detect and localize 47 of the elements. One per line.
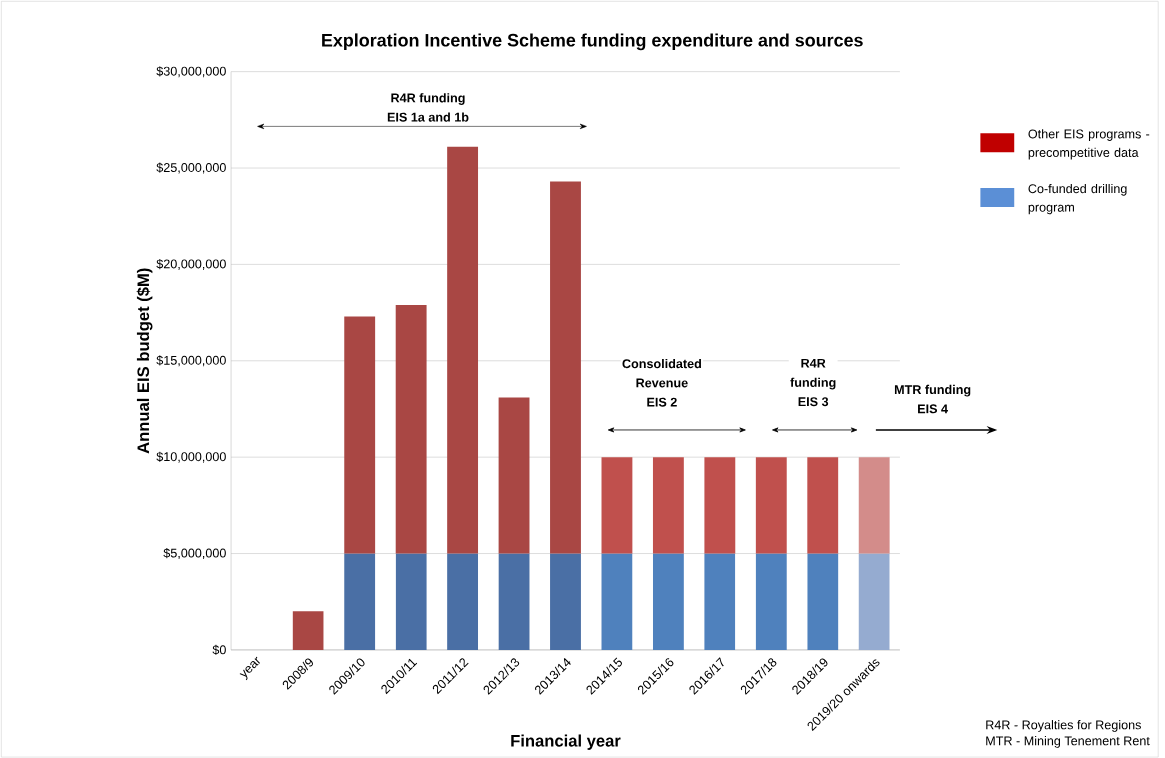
bar xyxy=(395,553,427,650)
annotation: MTR funding xyxy=(894,384,971,397)
bar xyxy=(858,456,890,554)
x-axis-title: Financial year xyxy=(511,734,621,750)
bar xyxy=(550,553,581,650)
bar xyxy=(652,553,684,650)
bar xyxy=(858,553,890,650)
text: MTR - Mining Tenement Rent xyxy=(986,735,1150,748)
annotation: Revenue xyxy=(636,378,688,388)
bar xyxy=(755,553,787,650)
y-tick-label: $0 xyxy=(212,644,226,655)
bar xyxy=(807,553,839,650)
y-tick-label: $10,000,000 xyxy=(156,451,226,463)
bar xyxy=(704,456,736,554)
bar xyxy=(550,181,581,554)
bar xyxy=(755,456,787,554)
y-tick-label: $25,000,000 xyxy=(156,162,226,174)
y-tick-label: $5,000,000 xyxy=(163,547,226,559)
text: Other EIS programs - precompetitive data xyxy=(1028,128,1150,160)
y-axis-title: Annual EIS budget ($M) xyxy=(136,268,153,454)
text: EIS 4 xyxy=(918,404,948,414)
text: R4R - Royalties for Regions xyxy=(986,719,1141,732)
y-tick-label: $30,000,000 xyxy=(156,65,226,77)
bar xyxy=(292,611,324,650)
bar xyxy=(395,304,427,554)
y-tick-label: $20,000,000 xyxy=(156,258,226,270)
chart-title: Exploration Incentive Scheme funding expenditure and sources xyxy=(322,33,863,50)
bar xyxy=(447,146,479,554)
y-tick-label: $15,000,000 xyxy=(156,355,226,367)
annotation: R4R funding xyxy=(391,92,465,105)
annotation: EIS 1a and 1b xyxy=(387,112,469,122)
annotation: R4R xyxy=(801,358,826,368)
bar xyxy=(704,553,736,650)
annotation: EIS 2 xyxy=(647,397,677,407)
bar xyxy=(807,456,839,554)
bar xyxy=(447,553,479,650)
annotation: Consolidated xyxy=(622,358,701,368)
text: Co-funded drilling program xyxy=(1028,183,1127,215)
bar xyxy=(344,316,376,554)
bar xyxy=(498,397,530,554)
bar xyxy=(601,553,633,650)
annotation: EIS 3 xyxy=(798,397,829,406)
bar xyxy=(652,456,684,554)
bar xyxy=(344,553,376,650)
annotation: funding xyxy=(790,377,836,390)
bar xyxy=(601,456,633,554)
bar xyxy=(498,553,530,650)
